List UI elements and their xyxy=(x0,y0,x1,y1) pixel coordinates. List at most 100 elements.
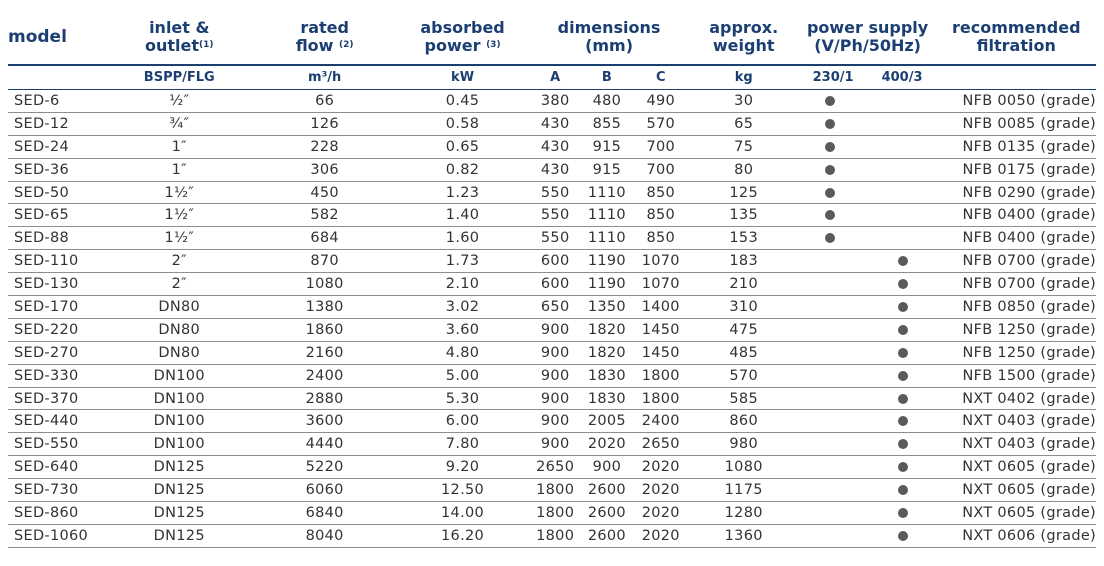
filtration-cell: NXT 0606 (grade) xyxy=(936,524,1096,548)
ps-400-cell xyxy=(867,524,937,548)
weight-cell: 1360 xyxy=(688,524,799,548)
ps-400-cell xyxy=(867,158,937,182)
table-body: SED-6 ½″ 66 0.45 380 480 490 30 NFB 0050 (grade)… xyxy=(8,89,1096,548)
unit-filter xyxy=(936,65,1096,90)
weight-cell: 65 xyxy=(688,112,799,136)
dim-c-cell: 2020 xyxy=(632,501,689,525)
model-cell: SED-50 xyxy=(8,181,105,205)
model-cell: SED-550 xyxy=(8,432,105,457)
inlet-cell: DN100 xyxy=(104,409,254,434)
weight-header-line1: approx. xyxy=(709,18,779,37)
dim-a-cell: 900 xyxy=(529,318,582,342)
filtration-cell: NXT 0605 (grade) xyxy=(936,455,1096,480)
flow-cell: 684 xyxy=(253,226,396,251)
power-header-line1: absorbed xyxy=(420,18,505,37)
flow-cell: 3600 xyxy=(253,409,396,434)
filtration-header: recommended filtration xyxy=(936,10,1096,66)
filtration-cell: NFB 1250 (grade) xyxy=(936,341,1096,365)
flow-cell: 1860 xyxy=(253,318,396,342)
unit-dim-a: A xyxy=(529,65,582,90)
inlet-cell: 1″ xyxy=(104,158,254,182)
inlet-cell: DN100 xyxy=(104,387,254,411)
weight-cell: 30 xyxy=(688,89,799,113)
dim-c-cell: 1800 xyxy=(632,364,689,388)
dim-b-cell: 1190 xyxy=(581,272,633,297)
flow-cell: 306 xyxy=(253,158,396,182)
table-row: SED-12 ¾″ 126 0.58 430 855 570 65 NFB 0085 (grad… xyxy=(8,112,1096,136)
filtration-header-line1: recommended xyxy=(951,18,1081,37)
filtration-cell: NXT 0403 (grade) xyxy=(936,432,1096,457)
filtration-cell: NXT 0605 (grade) xyxy=(936,478,1096,503)
dim-c-cell: 700 xyxy=(632,158,689,182)
flow-cell: 1080 xyxy=(253,272,396,297)
dim-c-cell: 700 xyxy=(632,135,689,159)
dim-c-cell: 490 xyxy=(632,89,689,113)
dim-b-cell: 1820 xyxy=(581,341,633,365)
inlet-header-line1: inlet & xyxy=(149,18,210,37)
model-cell: SED-36 xyxy=(8,158,105,182)
model-cell: SED-65 xyxy=(8,203,105,228)
filtration-cell: NFB 0290 (grade) xyxy=(936,181,1096,205)
unit-weight: kg xyxy=(688,65,799,90)
filtration-cell: NFB 0400 (grade) xyxy=(936,203,1096,228)
model-cell: SED-130 xyxy=(8,272,105,297)
ps-400-cell xyxy=(867,387,937,411)
flow-cell: 1380 xyxy=(253,295,396,319)
header-row: model inlet & outlet(1) rated flow (2) a… xyxy=(8,10,1096,66)
table-row: SED-220 DN80 1860 3.60 900 1820 1450 475 NFB 125… xyxy=(8,318,1096,342)
ps-230-cell xyxy=(798,432,868,457)
table-row: SED-370 DN100 2880 5.30 900 1830 1800 585 NXT 04… xyxy=(8,387,1096,411)
flow-footnote: (2) xyxy=(339,40,354,50)
ps-230-cell xyxy=(798,135,868,159)
ps-230-cell xyxy=(798,226,868,251)
bullet-dot-icon xyxy=(825,141,836,152)
power-cell: 3.60 xyxy=(395,318,530,342)
dim-b-cell: 1350 xyxy=(581,295,633,319)
dimensions-header-line1: dimensions xyxy=(557,18,661,37)
dim-a-cell: 430 xyxy=(529,158,582,182)
weight-cell: 1280 xyxy=(688,501,799,525)
model-cell: SED-440 xyxy=(8,409,105,434)
table-row: SED-170 DN80 1380 3.02 650 1350 1400 310 NFB 085… xyxy=(8,295,1096,319)
power-cell: 4.80 xyxy=(395,341,530,365)
ps-400-cell xyxy=(867,455,937,480)
ps-230-cell xyxy=(798,409,868,434)
flow-cell: 6060 xyxy=(253,478,396,503)
dim-b-cell: 2600 xyxy=(581,501,633,525)
flow-cell: 5220 xyxy=(253,455,396,480)
dim-c-cell: 2020 xyxy=(632,524,689,548)
dim-b-cell: 1830 xyxy=(581,364,633,388)
ps-230-cell xyxy=(798,364,868,388)
bullet-dot-icon xyxy=(898,439,909,450)
power-cell: 0.45 xyxy=(395,89,530,113)
power-cell: 1.73 xyxy=(395,249,530,274)
dim-b-cell: 1820 xyxy=(581,318,633,342)
weight-cell: 75 xyxy=(688,135,799,159)
dim-b-cell: 915 xyxy=(581,158,633,182)
bullet-dot-icon xyxy=(898,370,909,381)
weight-cell: 475 xyxy=(688,318,799,342)
filtration-cell: NXT 0605 (grade) xyxy=(936,501,1096,525)
inlet-header-line2-wrap: outlet(1) xyxy=(105,37,254,55)
power-cell: 0.82 xyxy=(395,158,530,182)
inlet-cell: 1″ xyxy=(104,135,254,159)
ps-230-cell xyxy=(798,112,868,136)
power-cell: 5.00 xyxy=(395,364,530,388)
dim-a-cell: 2650 xyxy=(529,455,582,480)
flow-cell: 2160 xyxy=(253,341,396,365)
ps-230-cell xyxy=(798,272,868,297)
ps-400-cell xyxy=(867,478,937,503)
bullet-dot-icon xyxy=(898,324,909,335)
dim-c-cell: 1070 xyxy=(632,249,689,274)
flow-cell: 870 xyxy=(253,249,396,274)
flow-cell: 228 xyxy=(253,135,396,159)
power-cell: 5.30 xyxy=(395,387,530,411)
power-supply-header: power supply (V/Ph/50Hz) xyxy=(798,10,937,66)
model-cell: SED-1060 xyxy=(8,524,105,548)
filtration-cell: NFB 0175 (grade) xyxy=(936,158,1096,182)
ps-400-cell xyxy=(867,203,937,228)
weight-cell: 1175 xyxy=(688,478,799,503)
dim-c-cell: 2650 xyxy=(632,432,689,457)
ps-400-cell xyxy=(867,181,937,205)
ps-400-cell xyxy=(867,409,937,434)
